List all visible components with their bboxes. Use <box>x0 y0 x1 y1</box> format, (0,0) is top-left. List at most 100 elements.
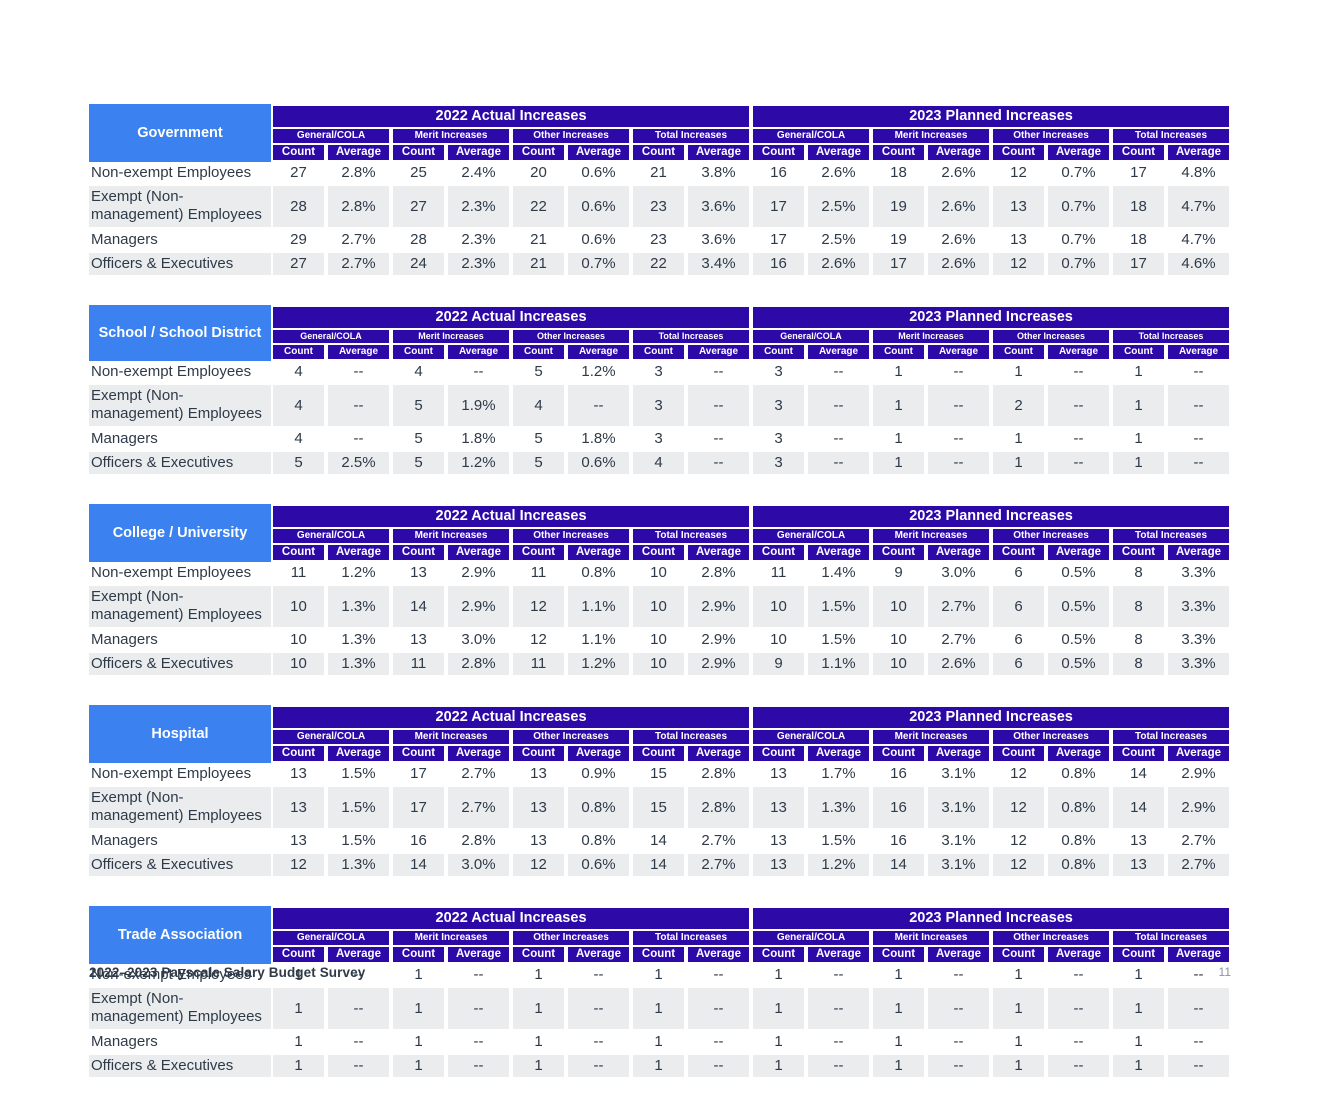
column-header-average: Average <box>926 744 992 763</box>
data-cell: 1 <box>991 361 1047 385</box>
data-cell: 27 <box>271 162 326 186</box>
data-cell: 2.8% <box>446 653 511 677</box>
data-cell: 1 <box>991 1055 1047 1079</box>
data-cell: 19 <box>871 229 927 253</box>
data-cell: 3.8% <box>686 162 752 186</box>
data-cell: 1 <box>871 361 927 385</box>
data-cell: -- <box>806 1031 872 1055</box>
data-cell: 4.7% <box>1166 229 1232 253</box>
table-row: Managers 1 -- 1 -- 1 -- 1 -- 1 -- 1 -- 1 -- 1 -- <box>89 1031 1232 1055</box>
column-header-count: Count <box>751 945 807 964</box>
group-header-2023: 2023 Planned Increases <box>751 305 1232 328</box>
data-cell: 10 <box>631 653 686 677</box>
data-cell: 11 <box>271 562 326 586</box>
data-cell: 2.7% <box>326 253 391 277</box>
subgroup-header-2023-general-cola: General/COLA <box>751 127 872 143</box>
data-cell: 1.8% <box>566 428 631 452</box>
column-header-count: Count <box>1111 543 1167 562</box>
column-header-count: Count <box>631 343 686 361</box>
org-type-label: Trade Association <box>89 906 271 964</box>
column-header-average: Average <box>326 143 391 162</box>
data-cell: 13 <box>991 186 1047 229</box>
data-cell: 3.1% <box>926 787 992 830</box>
org-type-label: Hospital <box>89 705 271 763</box>
row-label: Managers <box>89 830 271 854</box>
data-cell: 0.6% <box>566 854 631 878</box>
data-cell: -- <box>686 988 752 1031</box>
data-cell: -- <box>806 1055 872 1079</box>
subgroup-header-2023-total-increases: Total Increases <box>1111 728 1232 744</box>
data-cell: 2.7% <box>686 830 752 854</box>
data-cell: 3.1% <box>926 763 992 787</box>
data-cell: 2.6% <box>926 162 992 186</box>
data-cell: 12 <box>991 253 1047 277</box>
subgroup-header-2023-merit-increases: Merit Increases <box>871 127 992 143</box>
data-cell: 22 <box>511 186 566 229</box>
column-header-average: Average <box>566 143 631 162</box>
data-cell: -- <box>1166 1031 1232 1055</box>
data-cell: 1.5% <box>806 629 872 653</box>
data-cell: 2.9% <box>446 586 511 629</box>
table-row: Officers & Executives 27 2.7% 24 2.3% 21 0.7% 2… <box>89 253 1232 277</box>
data-cell: 1 <box>1111 385 1167 428</box>
data-cell: 12 <box>271 854 326 878</box>
data-cell: 2.4% <box>446 162 511 186</box>
data-cell: 13 <box>391 562 446 586</box>
data-cell: 2.7% <box>446 763 511 787</box>
column-header-average: Average <box>1046 343 1112 361</box>
row-label: Officers & Executives <box>89 653 271 677</box>
data-cell: -- <box>1046 428 1112 452</box>
data-cell: -- <box>1046 385 1112 428</box>
data-cell: -- <box>686 361 752 385</box>
row-label: Managers <box>89 428 271 452</box>
data-cell: 1 <box>1111 1031 1167 1055</box>
data-cell: 1.5% <box>326 787 391 830</box>
table-row: Officers & Executives 1 -- 1 -- 1 -- 1 -- 1 -- 1 -- 1… <box>89 1055 1232 1079</box>
data-cell: 10 <box>751 629 807 653</box>
data-cell: 3.3% <box>1166 562 1232 586</box>
data-cell: 12 <box>991 763 1047 787</box>
subgroup-header-2022-other-increases: Other Increases <box>511 728 631 744</box>
data-cell: 25 <box>391 162 446 186</box>
subgroup-header-2022-merit-increases: Merit Increases <box>391 328 511 343</box>
data-cell: -- <box>446 964 511 988</box>
data-cell: 1 <box>991 988 1047 1031</box>
data-cell: 2.8% <box>326 186 391 229</box>
data-cell: -- <box>326 1031 391 1055</box>
column-header-average: Average <box>1166 343 1232 361</box>
column-header-average: Average <box>1046 143 1112 162</box>
data-cell: 12 <box>991 854 1047 878</box>
table-row: Officers & Executives 5 2.5% 5 1.2% 5 0.6% 4 -- 3… <box>89 452 1232 476</box>
subgroup-header-2022-total-increases: Total Increases <box>631 127 752 143</box>
subgroup-header-2022-merit-increases: Merit Increases <box>391 728 511 744</box>
data-cell: -- <box>806 452 872 476</box>
data-cell: 13 <box>511 830 566 854</box>
table-row: Managers 29 2.7% 28 2.3% 21 0.6% 23 3.6% 17 2.5% 19… <box>89 229 1232 253</box>
data-cell: -- <box>926 361 992 385</box>
column-header-count: Count <box>751 543 807 562</box>
data-cell: 1 <box>1111 1055 1167 1079</box>
data-cell: 4 <box>271 385 326 428</box>
data-cell: 1 <box>511 1031 566 1055</box>
data-cell: 1 <box>991 964 1047 988</box>
data-cell: 2.8% <box>686 787 752 830</box>
data-cell: 13 <box>511 787 566 830</box>
data-cell: 2.7% <box>926 629 992 653</box>
data-cell: 0.6% <box>566 162 631 186</box>
data-cell: 20 <box>511 162 566 186</box>
column-header-count: Count <box>511 543 566 562</box>
data-cell: -- <box>566 988 631 1031</box>
data-cell: 17 <box>871 253 927 277</box>
data-cell: 15 <box>631 787 686 830</box>
subgroup-header-2023-merit-increases: Merit Increases <box>871 929 992 945</box>
data-cell: -- <box>326 428 391 452</box>
table-row: Exempt (Non-management) Employees 28 2.8% 2… <box>89 186 1232 229</box>
column-header-count: Count <box>871 543 927 562</box>
data-cell: -- <box>326 1055 391 1079</box>
data-cell: 10 <box>631 629 686 653</box>
data-cell: -- <box>806 385 872 428</box>
data-cell: -- <box>1046 361 1112 385</box>
data-cell: 3.0% <box>446 854 511 878</box>
data-cell: 18 <box>1111 186 1167 229</box>
subgroup-header-2022-total-increases: Total Increases <box>631 929 752 945</box>
